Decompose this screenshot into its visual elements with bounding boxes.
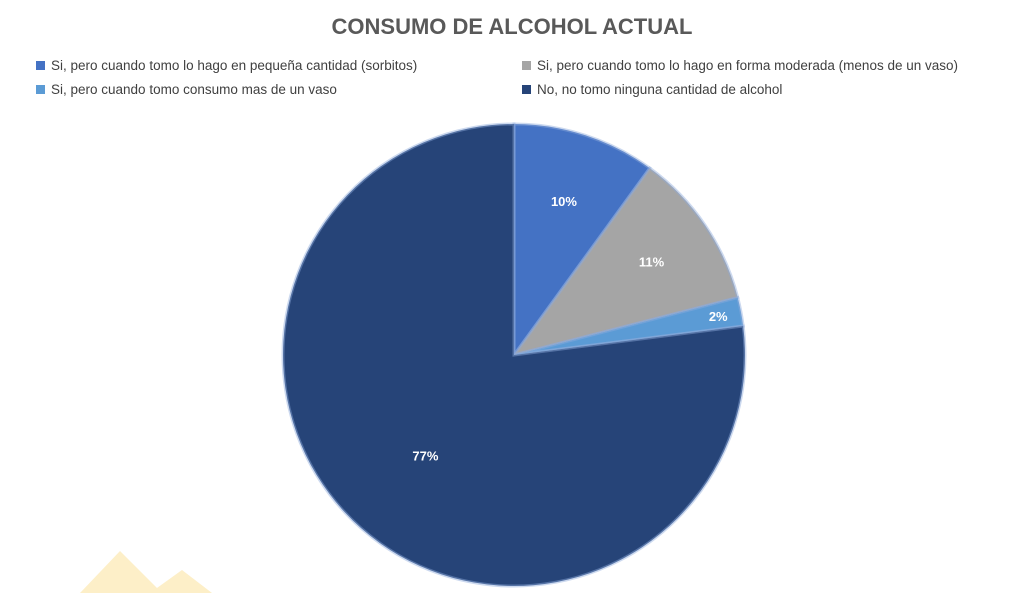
legend-label-forma-moderada: Si, pero cuando tomo lo hago en forma mo… (537, 58, 958, 73)
pie-slice-mas-de-un-vaso (513, 295, 745, 357)
data-label-forma-moderada: 11% (639, 255, 665, 270)
legend-swatch-pequena-cantidad (36, 61, 45, 70)
legend-swatch-mas-de-un-vaso (36, 85, 45, 94)
legend-label-no-tomo: No, no tomo ninguna cantidad de alcohol (537, 82, 783, 97)
pie-slice-no-tomo (281, 122, 747, 588)
legend-entry-no-tomo: No, no tomo ninguna cantidad de alcohol (522, 82, 1002, 97)
pie-slice-pequena-cantidad (512, 122, 652, 360)
mountain-watermark (80, 551, 212, 593)
chart-title: CONSUMO DE ALCOHOL ACTUAL (331, 14, 693, 39)
legend-label-pequena-cantidad: Si, pero cuando tomo lo hago en pequeña … (51, 58, 418, 73)
legend-entry-pequena-cantidad: Si, pero cuando tomo lo hago en pequeña … (36, 58, 522, 73)
chart-legend: Si, pero cuando tomo lo hago en pequeña … (36, 58, 1016, 97)
legend-entry-mas-de-un-vaso: Si, pero cuando tomo consumo mas de un v… (36, 82, 522, 97)
legend-swatch-forma-moderada (522, 61, 531, 70)
data-label-mas-de-un-vaso: 2% (709, 309, 728, 324)
data-label-pequena-cantidad: 10% (551, 194, 577, 209)
legend-label-mas-de-un-vaso: Si, pero cuando tomo consumo mas de un v… (51, 82, 337, 97)
legend-swatch-no-tomo (522, 85, 531, 94)
pie-slice-forma-moderada (510, 166, 740, 358)
legend-entry-forma-moderada: Si, pero cuando tomo lo hago en forma mo… (522, 58, 1002, 73)
data-label-no-tomo: 77% (412, 448, 438, 463)
